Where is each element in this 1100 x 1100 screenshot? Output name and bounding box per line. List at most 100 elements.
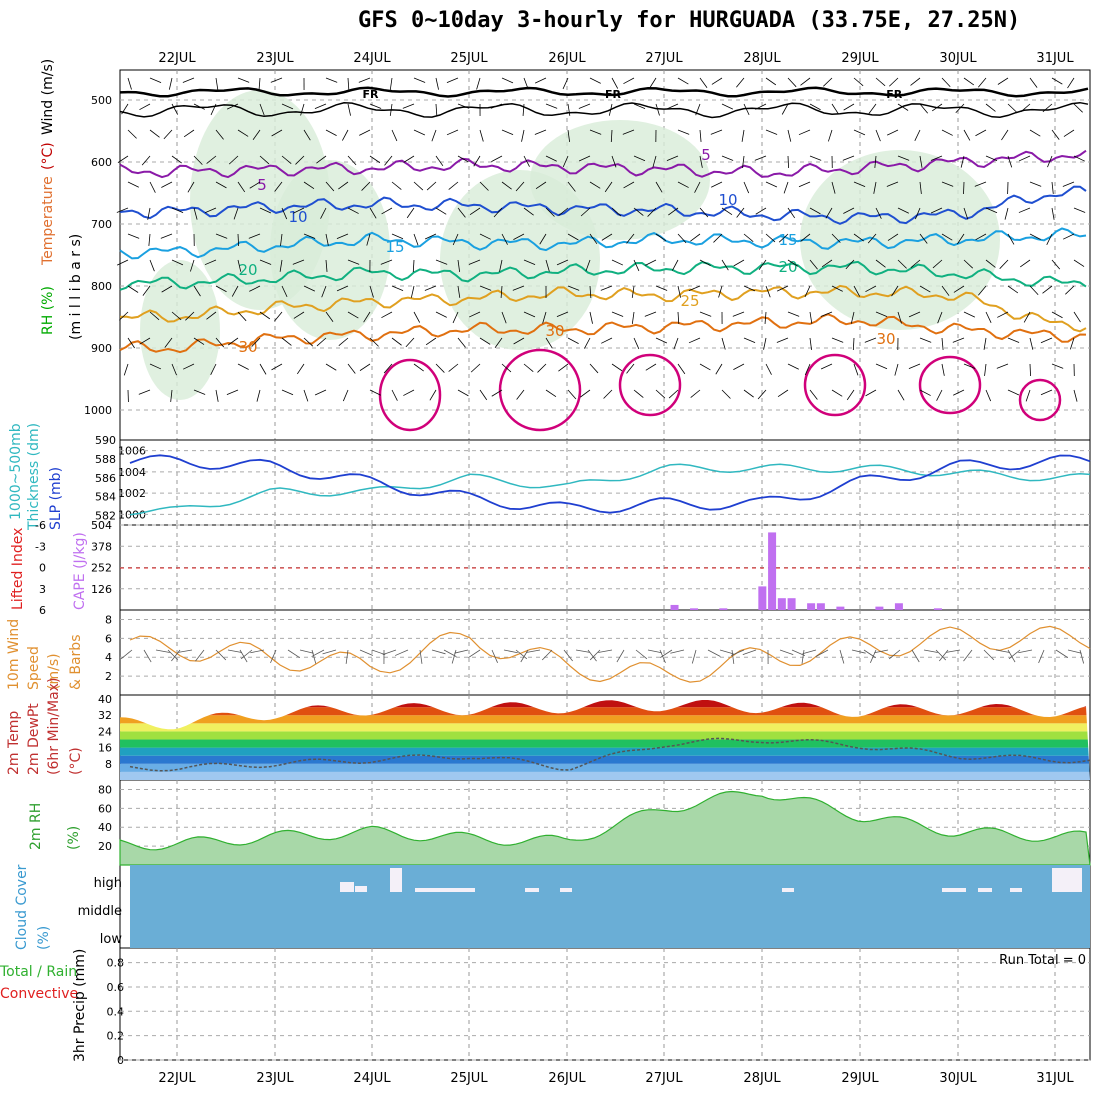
date-label-bottom: 28JUL [743,1071,781,1086]
wind-barb [426,181,437,191]
wind-barb [677,181,689,188]
wind-barb [758,259,767,270]
wind-barb [435,155,444,167]
wind10-barb [299,649,314,654]
wind-barb [825,207,833,219]
cloud-cover-fill [130,865,1090,948]
date-label-bottom: 30JUL [939,1071,977,1086]
wind-barb [997,77,1009,85]
wind-barb [347,363,356,374]
wind-barb [963,259,974,269]
wind-barb [699,77,708,88]
wind-barb [490,103,503,109]
wind-barb [1018,207,1031,213]
wind-barb [941,337,944,350]
wind10-barb [491,649,498,663]
wind-barb [721,389,731,399]
wind-barb [171,259,184,266]
temp2m-tick-label: 16 [98,742,112,755]
wind-barb [919,389,931,396]
wind-barb [1025,389,1031,402]
isotherm-15 [119,227,1087,260]
wind-barb [891,285,899,297]
wind-barb [1029,181,1042,187]
wind-barb [556,311,569,318]
wind-barb [743,181,750,194]
wind-barb [303,233,316,239]
wind-barb [853,181,866,187]
wind-barb [897,311,902,324]
wind-barb [303,181,315,190]
wind-barb [781,103,789,115]
wind-barb [513,337,525,345]
wind-barb [831,285,843,292]
wind-barb [743,285,756,292]
wind-barb [1029,285,1039,296]
wind-barb [406,207,415,219]
precip-tick-label: 0.4 [107,1005,125,1018]
wind-barb [1029,77,1038,88]
cape-bar [807,603,816,610]
wind10-barb [670,649,685,654]
wind10-barb [911,649,920,663]
wind-barb [303,285,316,292]
wind10-barb [468,649,481,659]
isotherm-label: 30 [876,330,895,348]
wind-barb [363,311,371,323]
wind-barb [783,181,789,194]
wind-barb [183,363,195,370]
wind10-barb [1008,649,1021,660]
wind-barb [645,259,657,266]
wind-barb [127,337,135,349]
wind10-barb [1079,649,1085,664]
wind10-barb [515,649,528,660]
cloud-axis-label: Cloud Cover [14,864,30,950]
wind-barb [953,285,965,293]
wind-barb [897,103,909,111]
date-label-top: 27JUL [645,51,683,66]
wind10-barb [851,649,866,654]
wind-barb [721,207,733,215]
thickness-tick-label: 590 [95,434,116,447]
wind-barb [633,259,640,272]
wind-barb [491,155,503,162]
hot-contour [498,348,582,432]
wind-barb [281,155,292,164]
wind-barb [457,389,469,397]
wind10-barb [155,649,170,653]
wind-barb [910,259,921,269]
wind-barb [292,259,305,265]
wind10-barb [839,649,845,664]
wind-barb [853,285,861,297]
cape-bar [719,608,728,610]
isotherm-label: 30 [545,322,564,340]
isotherm-30 [119,313,1087,354]
wind10-barb [589,649,601,661]
wind-barb [831,181,836,194]
wind-barb [435,103,438,116]
wind-barb [823,77,833,87]
wind-barb [580,389,591,398]
wind-barb [369,155,381,164]
wind-barb [435,77,439,90]
wind-barb [865,389,877,397]
wind-barb [975,233,987,241]
wind-barb [281,103,294,110]
wind-barb [897,207,909,214]
cloud-gap [355,886,367,892]
wind-barb [567,389,577,400]
wind-barb [655,389,666,399]
wind-barb [369,103,382,109]
wind10-barb [791,649,805,656]
wind-barb [777,389,789,398]
wind-barb [699,363,711,371]
wind-barb [545,103,558,109]
wind-barb [843,207,855,214]
wind-barb [875,363,888,370]
wind-barb [631,285,635,298]
temp2m-tick-label: 40 [98,693,112,706]
wind-barb [853,363,859,376]
wind-barb [765,77,777,86]
wind-barb [853,77,864,87]
wind-barb [545,389,557,398]
